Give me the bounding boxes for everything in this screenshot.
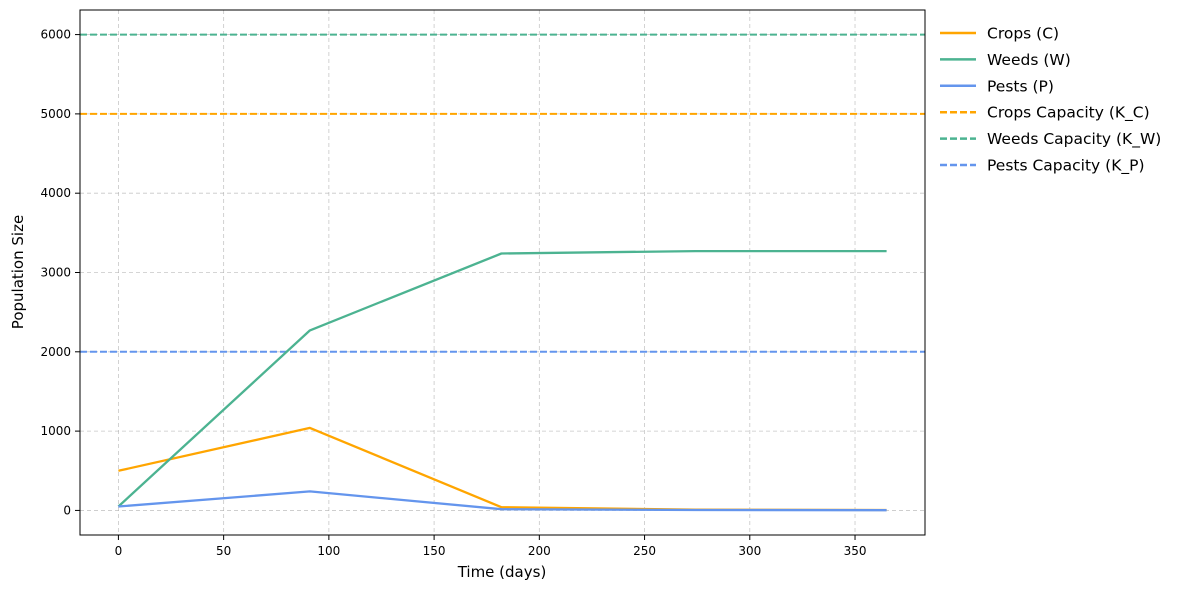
x-axis-label: Time (days) (457, 563, 547, 581)
y-tick-label: 2000 (40, 345, 71, 359)
y-tick-label: 5000 (40, 107, 71, 121)
y-axis-ticks: 0 1000 2000 3000 4000 5000 6000 (40, 28, 80, 517)
x-tick-label: 250 (633, 544, 656, 558)
x-tick-label: 100 (317, 544, 340, 558)
series-line (118, 490, 887, 512)
legend-label: Crops Capacity (K_C) (987, 104, 1150, 123)
x-tick-label: 0 (115, 544, 123, 558)
y-tick-label: 0 (63, 503, 71, 517)
legend: Crops (C) Weeds (W) Pests (P) Crops Capacit… (940, 25, 1161, 176)
x-tick-label: 150 (423, 544, 446, 558)
y-axis-label: Population Size (9, 215, 27, 329)
series-line (117, 249, 887, 508)
legend-label: Crops (C) (987, 25, 1059, 43)
x-tick-label: 300 (738, 544, 761, 558)
y-tick-label: 4000 (40, 186, 71, 200)
y-tick-label: 1000 (40, 424, 71, 438)
capacity-reference-lines (80, 33, 925, 353)
x-tick-label: 350 (844, 544, 867, 558)
x-tick-label: 50 (216, 544, 231, 558)
legend-label: Weeds Capacity (K_W) (987, 130, 1161, 149)
legend-label: Pests (P) (987, 77, 1054, 95)
y-tick-label: 6000 (40, 28, 71, 42)
legend-label: Weeds (W) (987, 51, 1071, 69)
series-lines (117, 249, 887, 512)
x-tick-label: 200 (528, 544, 551, 558)
legend-label: Pests Capacity (K_P) (987, 157, 1145, 176)
y-tick-label: 3000 (40, 266, 71, 280)
x-axis-ticks: 0 50 100 150 200 250 300 350 (115, 535, 867, 558)
